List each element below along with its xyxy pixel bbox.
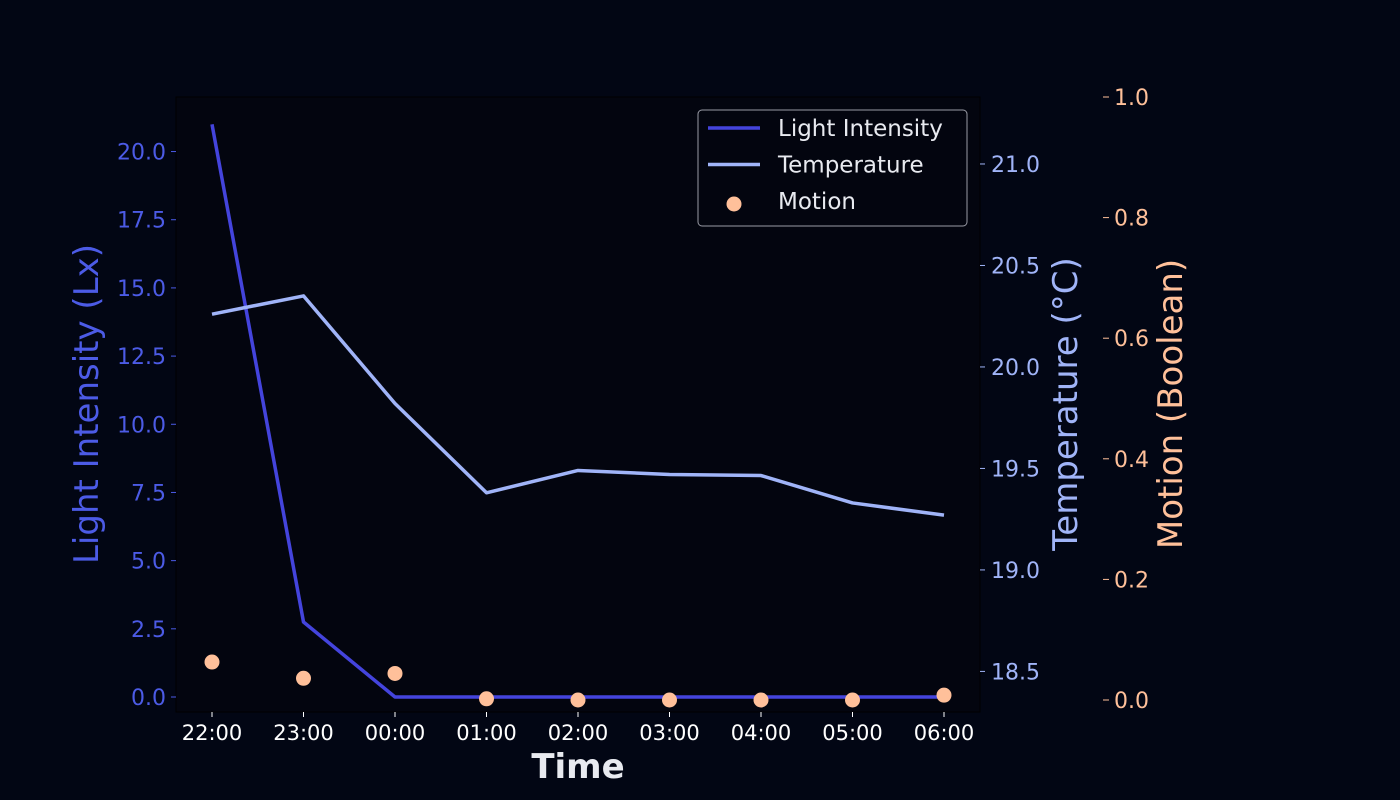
motion-point: [662, 692, 677, 708]
right-tick-label: 20.0: [991, 356, 1040, 381]
left-tick-label: 10.0: [117, 413, 166, 438]
legend-label: Motion: [778, 189, 856, 215]
left-tick-label: 17.5: [117, 209, 166, 234]
x-tick-label: 05:00: [822, 721, 883, 745]
legend-label: Light Intensity: [778, 116, 943, 142]
motion-point: [204, 654, 220, 670]
motion-point: [753, 692, 769, 708]
x-axis-label: Time: [531, 747, 624, 787]
motion-point: [479, 691, 494, 707]
x-tick-label: 04:00: [731, 721, 792, 745]
motion-tick-label: 0.4: [1114, 448, 1149, 473]
motion-tick-label: 0.0: [1114, 689, 1149, 714]
x-tick-label: 03:00: [639, 721, 700, 745]
left-tick-label: 7.5: [131, 481, 166, 506]
x-tick-label: 02:00: [548, 721, 609, 745]
right-tick-label: 20.5: [991, 254, 1040, 279]
motion-tick-label: 1.0: [1114, 86, 1149, 111]
x-tick-label: 22:00: [182, 721, 243, 745]
right-tick-label: 19.5: [991, 457, 1040, 482]
motion-point: [296, 670, 311, 686]
legend-swatch: [726, 196, 742, 212]
left-tick-label: 20.0: [117, 141, 166, 166]
motion-point: [936, 687, 952, 703]
right-tick-label: 18.5: [991, 660, 1040, 685]
legend: [697, 109, 968, 227]
x-tick-label: 00:00: [365, 721, 426, 745]
left-axis-label: Light Intensity (Lx): [67, 244, 107, 564]
motion-point: [845, 692, 860, 708]
x-tick-label: 01:00: [456, 721, 517, 745]
left-tick-label: 15.0: [117, 277, 166, 302]
motion-point: [387, 665, 403, 681]
motion-point: [570, 692, 586, 708]
left-tick-label: 5.0: [131, 550, 166, 575]
left-tick-label: 0.0: [131, 686, 166, 711]
x-tick-label: 06:00: [914, 721, 975, 745]
motion-axis-label: Motion (Boolean): [1151, 259, 1191, 549]
right-tick-label: 21.0: [991, 153, 1040, 178]
right-axis-label: Temperature (°C): [1046, 257, 1086, 551]
series-line-temperature: [211, 294, 945, 517]
left-tick-label: 12.5: [117, 345, 166, 370]
left-tick-label: 2.5: [131, 618, 166, 643]
motion-tick-label: 0.2: [1114, 568, 1149, 593]
right-tick-label: 19.0: [991, 559, 1040, 584]
x-tick-label: 23:00: [273, 721, 334, 745]
legend-label: Temperature: [777, 153, 924, 179]
motion-tick-label: 0.8: [1114, 207, 1149, 232]
motion-tick-label: 0.6: [1114, 327, 1149, 352]
